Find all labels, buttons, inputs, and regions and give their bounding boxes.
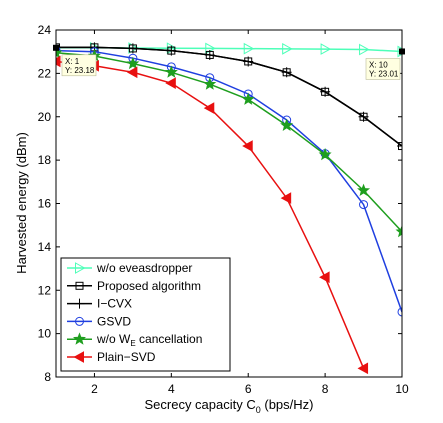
- data-point-i-cvx: [243, 56, 254, 67]
- data-point-plain-svd: [165, 77, 176, 89]
- x-axis-label: Secrecy capacity C0 (bps/Hz): [144, 397, 313, 415]
- legend-item-plain-svd: Plain−SVD: [67, 350, 156, 364]
- data-point-w-o-eveasdropper: [359, 43, 370, 56]
- y-tick-label: 8: [44, 370, 51, 384]
- data-point-w-o-we-cancellation: [203, 77, 217, 90]
- y-tick-label: 14: [38, 240, 52, 254]
- data-point-w-o-we-cancellation: [164, 65, 178, 78]
- legend-swatch-marker: [75, 316, 84, 326]
- data-point-w-o-we-cancellation: [241, 92, 255, 105]
- legend-swatch-marker: [75, 262, 86, 274]
- x-tick-label: 2: [91, 382, 98, 396]
- data-point-plain-svd: [126, 66, 138, 79]
- legend-swatch-marker: [75, 281, 84, 290]
- data-point-i-cvx: [166, 45, 177, 56]
- series-layer: [56, 41, 402, 375]
- y-tick-label: 12: [38, 283, 52, 297]
- data-point-w-o-eveasdropper: [320, 43, 332, 55]
- legend: w/o eveasdropper Proposed algorithm I−CVX G…: [60, 257, 231, 372]
- data-point-w-o-we-cancellation: [357, 183, 371, 197]
- y-tick-label: 16: [38, 197, 52, 211]
- data-point-i-cvx: [204, 49, 215, 60]
- legend-label: w/o WE cancellation: [96, 332, 202, 348]
- datatip-layer: X: 1Y: 23.18 X: 10Y: 23.01: [53, 44, 405, 80]
- data-point-plain-svd: [242, 140, 253, 152]
- datatip-box: [365, 58, 401, 80]
- data-point-plain-svd: [357, 362, 369, 375]
- y-tick-label: 24: [38, 23, 52, 37]
- data-point-i-cvx: [281, 67, 292, 78]
- datatip-x-text: X: 10: [369, 60, 388, 69]
- datatip-y-text: Y: 23.18: [65, 66, 95, 75]
- data-point-i-cvx: [320, 86, 331, 97]
- data-point-gsvd: [359, 200, 369, 210]
- series-line-gsvd: [56, 49, 402, 313]
- data-point-w-o-eveasdropper: [397, 45, 402, 58]
- legend-swatch-marker: [74, 298, 85, 309]
- y-tick-label: 10: [38, 327, 52, 341]
- legend-item-gsvd: GSVD: [67, 314, 131, 328]
- legend-label: Plain−SVD: [97, 350, 156, 364]
- datatip-x-text: X: 1: [65, 57, 80, 66]
- data-point-i-cvx: [56, 42, 61, 53]
- x-tick-label: 8: [322, 382, 329, 396]
- data-point-w-o-we-cancellation: [280, 118, 294, 131]
- series-i-cvx: [56, 42, 402, 152]
- legend-item-w-o-we-cancellation: w/o WE cancellation: [67, 332, 202, 348]
- data-point-i-cvx: [397, 141, 402, 152]
- data-point-w-o-we-cancellation: [56, 45, 63, 59]
- data-point-gsvd: [397, 307, 402, 317]
- series-plain-svd: [56, 55, 369, 375]
- x-tick-label: 4: [168, 382, 175, 396]
- legend-item-w-o-eveasdropper: w/o eveasdropper: [67, 261, 192, 275]
- data-point-plain-svd: [319, 271, 330, 284]
- y-axis-label: Harvested energy (dBm): [14, 132, 29, 274]
- x-tick-label: 10: [395, 382, 409, 396]
- y-tick-label: 18: [38, 153, 52, 167]
- data-point-plain-svd: [280, 192, 292, 204]
- datatip-marker: [53, 44, 59, 51]
- data-point-i-cvx: [127, 43, 138, 54]
- datatip-y-text: Y: 23.01: [369, 69, 399, 78]
- legend-swatch-marker: [73, 351, 84, 363]
- legend-label: I−CVX: [97, 297, 132, 311]
- y-tick-label: 22: [38, 66, 52, 80]
- legend-label: w/o eveasdropper: [96, 261, 192, 275]
- data-point-w-o-we-cancellation: [318, 147, 332, 161]
- legend-label: GSVD: [97, 314, 131, 328]
- data-point-plain-svd: [56, 55, 61, 68]
- datatip[interactable]: X: 1Y: 23.18: [53, 44, 97, 77]
- data-point-w-o-we-cancellation: [395, 224, 402, 238]
- data-point-w-o-eveasdropper: [243, 42, 255, 55]
- legend-item-i-cvx: I−CVX: [67, 297, 132, 311]
- legend-box: [60, 257, 231, 372]
- datatip-box: [61, 54, 97, 77]
- y-tick-label: 20: [38, 110, 52, 124]
- series-line-w-o-we-cancellation: [56, 52, 402, 233]
- datatip[interactable]: X: 10Y: 23.01: [365, 48, 405, 80]
- data-point-plain-svd: [203, 102, 215, 114]
- legend-swatch-marker: [73, 332, 86, 345]
- data-point-i-cvx: [358, 111, 369, 122]
- datatip-marker: [399, 48, 405, 55]
- legend-label: Proposed algorithm: [97, 279, 201, 293]
- legend-items: w/o eveasdropper Proposed algorithm I−CVX G…: [67, 261, 202, 364]
- data-point-w-o-eveasdropper: [282, 43, 293, 55]
- legend-item-proposed-algorithm: Proposed algorithm: [67, 279, 201, 293]
- x-tick-label: 6: [245, 382, 252, 396]
- series-line-i-cvx: [56, 46, 402, 147]
- data-point-w-o-we-cancellation: [126, 56, 140, 70]
